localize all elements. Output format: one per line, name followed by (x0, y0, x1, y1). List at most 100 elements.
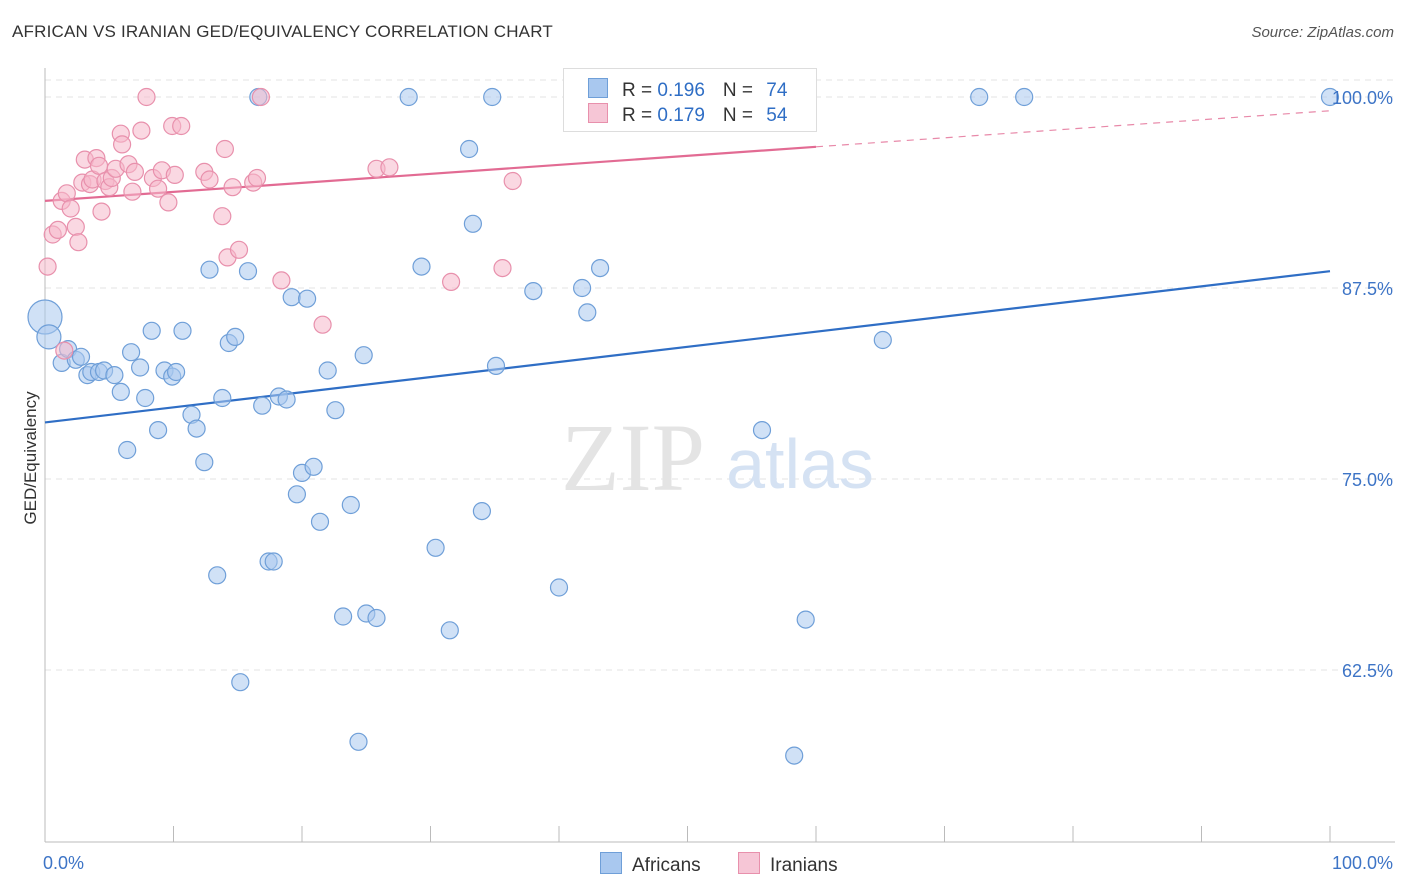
axes-layer (44, 68, 1395, 843)
series-swatch-africans (600, 852, 622, 874)
legend-n-label: N = (722, 105, 759, 126)
legend-row-africans: R = 0.196 N = 74 (588, 78, 787, 102)
data-point-africans (796, 610, 815, 629)
data-point-africans (149, 421, 168, 440)
data-point-africans (173, 321, 192, 340)
legend-n-value-africans: 74 (766, 80, 788, 101)
legend-swatch-africans (588, 78, 608, 98)
data-point-iranians (159, 193, 178, 212)
data-point-africans (472, 502, 491, 521)
y-tick-label: 87.5% (1342, 279, 1393, 299)
legend-r-value-africans: 0.196 (657, 80, 705, 101)
data-point-iranians (61, 199, 80, 218)
watermark-zip: ZIP (561, 404, 705, 511)
data-point-iranians (55, 341, 74, 360)
data-point-africans (122, 343, 141, 362)
data-point-africans (310, 512, 330, 531)
grid-layer (45, 79, 1395, 671)
data-point-iranians (132, 121, 151, 140)
data-point-africans (167, 362, 186, 382)
trend-layer (44, 110, 1331, 424)
data-point-africans (142, 321, 161, 340)
data-point-africans (970, 87, 989, 107)
data-point-iranians (38, 257, 57, 276)
trendline-iranians (44, 145, 817, 203)
data-point-africans (549, 578, 569, 597)
data-point-africans (195, 453, 214, 472)
data-point-africans (298, 289, 317, 308)
data-point-africans (1015, 87, 1034, 107)
correlation-legend: R = 0.196 N = 74 R = 0.179 N = 54 (563, 68, 817, 132)
legend-swatch-iranians (588, 103, 608, 123)
trendline-iranians-extension (815, 110, 1331, 148)
series-legend-africans[interactable]: Africans (600, 852, 701, 877)
data-point-africans (213, 388, 232, 408)
data-point-africans (111, 382, 130, 401)
data-point-iranians (215, 139, 234, 159)
data-point-africans (304, 457, 323, 476)
legend-n-label: N = (722, 80, 759, 101)
data-point-africans (187, 419, 206, 438)
data-point-iranians (66, 217, 85, 236)
series-label-africans: Africans (632, 855, 701, 876)
data-point-africans (253, 396, 272, 415)
data-point-africans (873, 330, 892, 350)
data-point-africans (572, 278, 592, 298)
data-point-iranians (123, 182, 142, 201)
data-point-iranians (137, 87, 156, 107)
data-point-iranians (112, 135, 132, 154)
labels-layer: 100.0% 87.5% 75.0% 62.5% 0.0% 100.0% (43, 88, 1393, 873)
data-point-africans (226, 327, 245, 346)
data-point-africans (1320, 87, 1340, 107)
data-point-iranians (57, 184, 76, 203)
data-point-africans (208, 566, 227, 585)
series-legend: Africans Iranians (0, 852, 1406, 876)
data-point-africans (231, 673, 250, 692)
source-label: Source: ZipAtlas.com (1251, 24, 1394, 41)
data-point-iranians (247, 168, 267, 188)
data-point-africans (282, 288, 301, 307)
data-point-africans (412, 257, 431, 276)
data-point-iranians (149, 179, 168, 198)
data-point-africans (483, 87, 502, 107)
chart-title: AFRICAN VS IRANIAN GED/EQUIVALENCY CORRE… (12, 22, 553, 41)
series-legend-iranians[interactable]: Iranians (738, 852, 838, 877)
data-point-africans (463, 214, 482, 233)
data-point-iranians (200, 170, 219, 189)
trendline-africans (44, 270, 1331, 424)
data-point-iranians (503, 171, 522, 191)
x-tick-label: 0.0% (43, 853, 84, 873)
data-point-africans (578, 303, 597, 322)
data-point-africans (399, 87, 418, 107)
data-point-africans (752, 421, 772, 440)
data-point-africans (136, 388, 155, 408)
data-point-iranians (442, 272, 461, 291)
data-point-africans (334, 607, 353, 626)
data-point-africans (590, 259, 610, 278)
data-point-africans (200, 260, 219, 279)
data-point-iranians (172, 116, 191, 136)
data-point-africans (440, 621, 459, 640)
series-label-iranians: Iranians (770, 855, 838, 876)
legend-n-value-iranians: 54 (766, 105, 788, 126)
data-point-iranians (48, 220, 68, 239)
y-tick-label: 75.0% (1342, 470, 1393, 490)
data-point-africans (71, 347, 91, 366)
series-iranians-points (38, 87, 727, 360)
data-point-iranians (165, 165, 184, 184)
data-point-africans (118, 440, 137, 460)
data-point-iranians (69, 233, 88, 252)
data-point-africans (318, 361, 337, 380)
legend-r-label: R = (622, 80, 658, 101)
data-point-africans (354, 346, 373, 365)
data-point-iranians (313, 315, 332, 334)
data-point-africans (426, 538, 445, 557)
data-point-africans (524, 282, 543, 301)
points-layer (27, 87, 1340, 765)
data-point-africans (238, 262, 258, 281)
watermark-atlas: atlas (726, 425, 874, 503)
data-point-iranians (213, 207, 232, 226)
data-point-africans (460, 139, 479, 159)
watermark: ZIP atlas (561, 404, 874, 511)
data-point-iranians (493, 259, 512, 278)
